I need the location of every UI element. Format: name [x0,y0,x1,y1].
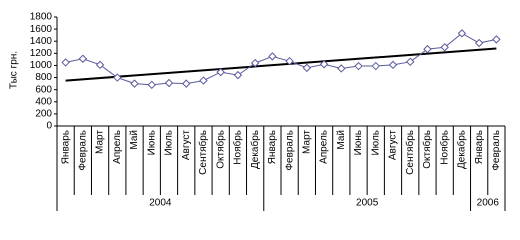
group-label: 2005 [356,198,379,209]
x-tick-label: Январь [267,130,278,164]
marker [285,56,294,66]
x-tick-label: Июль [164,130,175,156]
x-tick-label: Февраль [491,130,502,171]
x-tick-label: Март [301,130,312,154]
marker [61,58,70,67]
marker [457,29,467,38]
y-tick-label: 1000 [30,60,53,71]
marker [474,38,484,48]
group-label: 2004 [149,198,172,209]
x-tick-label: Декабрь [249,130,261,169]
x-tick-label: Январь [60,130,71,164]
marker [302,63,312,73]
x-tick-label: Декабрь [456,130,468,169]
trend-line [65,47,497,82]
marker [319,60,329,69]
marker [250,58,260,68]
y-tick-label: 1600 [30,24,53,35]
marker [423,44,432,54]
y-axis-label: Тыс грн. [9,51,20,89]
group-label: 2006 [477,198,500,209]
x-tick-label: Ноябрь [232,130,244,165]
x-tick-label: Апрель [319,130,330,164]
marker [95,60,105,70]
marker [354,61,363,71]
marker [182,79,191,88]
marker [113,73,122,82]
marker [199,76,208,85]
x-tick-label: Апрель [112,130,123,164]
marker [78,54,88,63]
y-tick-label: 1400 [30,36,53,47]
x-tick-label: Ноябрь [438,130,450,165]
marker [388,60,398,70]
marker [406,57,415,67]
y-tick-label: 400 [35,96,52,107]
x-tick-label: Сентябрь [197,130,209,175]
y-tick-label: 0 [46,121,52,132]
x-tick-label: Июнь [146,130,157,155]
marker [337,64,346,73]
marker [371,61,380,71]
y-tick-label: 800 [35,72,52,83]
y-tick-label: 600 [35,84,52,95]
y-tick-label: 1800 [30,12,53,23]
x-tick-label: Январь [474,130,485,164]
x-tick-label: Май [129,130,140,150]
marker [216,67,225,77]
marker [164,78,174,88]
x-tick-label: Июнь [353,130,364,155]
marker [147,80,156,90]
x-tick-label: Июль [370,130,381,156]
x-tick-label: Август [181,130,192,161]
marker [440,43,449,52]
x-tick-label: Февраль [77,130,88,171]
x-tick-label: Октябрь [421,130,433,169]
x-tick-label: Февраль [284,130,295,171]
x-tick-label: Сентябрь [404,130,416,175]
x-tick-label: Май [336,130,347,150]
x-tick-label: Август [388,130,399,161]
marker [268,52,277,61]
marker [233,70,243,80]
data-line [65,32,497,86]
x-tick-label: Октябрь [214,130,226,169]
y-tick-label: 200 [35,109,52,120]
marker [492,35,501,44]
marker [130,79,139,88]
x-tick-label: Март [95,130,106,154]
y-tick-label: 1200 [30,48,53,59]
